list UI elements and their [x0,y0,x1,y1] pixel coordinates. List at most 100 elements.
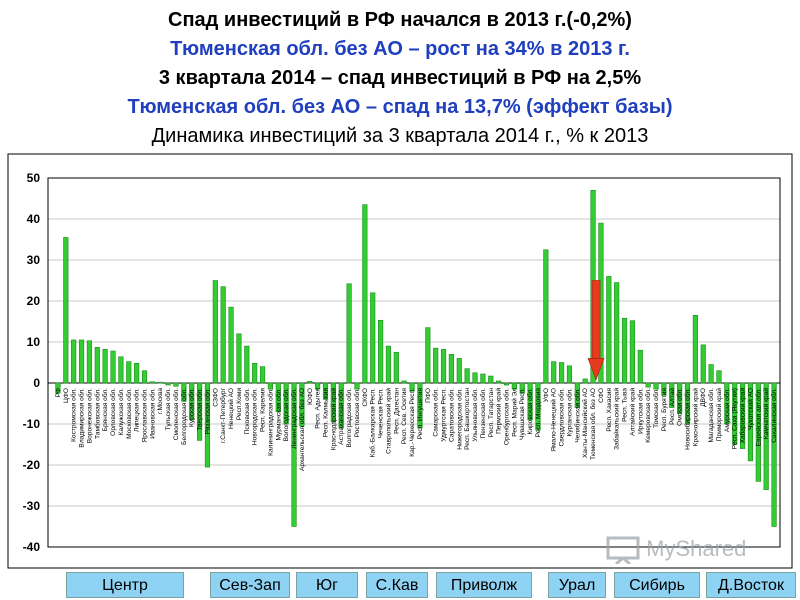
district-bar: Центр Сев-Зап Юг С.Кав Приволж Урал Сибирь Д.Во… [0,570,800,600]
category-label: Калужская обл. [117,388,125,436]
category-label: Костромская обл. [70,388,78,442]
category-label: Ростовская обл. [353,388,361,438]
category-label: Еврейская авт.обл. [754,388,762,446]
category-label: Томская обл. [652,388,660,428]
bar [472,372,478,384]
bar [417,382,423,429]
category-label: Ульяновская обл. [471,388,479,442]
arrow-shaft [591,280,601,359]
bar [149,381,155,384]
category-label: Чеченская Респ. [378,388,385,439]
district-label: Юг [296,572,358,598]
category-label: Респ. Дагестан [393,388,400,434]
title-line-2: Тюменская обл. без АО – рост на 34% в 20… [170,38,630,60]
category-label: Оренбургская обл. [503,388,511,445]
category-label: Смоленская обл. [172,388,180,440]
bar [204,382,211,468]
bar [354,382,360,390]
category-label: Респ. Татарстан [488,388,495,438]
bar [220,286,226,384]
bar [551,361,557,384]
category-label: Волгоградская обл. [345,388,353,448]
category-label: Ставропольский край [384,388,392,454]
bar [496,380,502,384]
category-label: ЮФО [307,388,314,405]
bar [110,350,116,384]
bar [252,363,258,384]
category-label: Мурманская обл. [274,388,282,441]
bar [157,381,163,384]
category-label: Каб.-Балкарская Респ. [369,388,377,458]
title-line-4: Тюменская обл. без АО – спад на 13,7% (э… [127,96,673,118]
bar [684,382,691,425]
bar [480,373,486,384]
y-tick-label: -40 [23,540,41,554]
bar [614,282,620,384]
category-label: Ямало-Ненецкий АО [550,388,558,452]
category-label: Кар.-Черкесская Респ. [409,388,416,457]
y-tick-label: 0 [33,376,40,390]
bar [267,382,273,390]
bar [102,349,108,384]
bar [677,382,683,415]
district-label: Урал [548,572,606,598]
bar [385,345,392,384]
bar [653,382,659,390]
bar [559,362,565,384]
category-label: Чукотский АО [746,388,754,430]
category-label: Орловская обл. [109,388,117,436]
category-label: Кировская обл. [526,388,534,435]
bar [315,382,321,390]
bar [71,339,77,384]
category-label: Респ. Сев. Осетия [401,388,408,444]
bar [645,382,651,388]
category-label: Респ. Хакасия [606,388,613,432]
bar [299,382,305,427]
bar [606,276,612,384]
category-label: Курганская обл. [565,388,573,437]
category-label: Новгородская обл. [251,388,259,445]
bar [669,382,675,408]
category-label: Респ. Карелия [260,388,267,432]
bar [212,280,218,384]
bar [244,345,250,384]
bar [724,382,730,425]
category-label: Нижегородская обл. [455,388,463,450]
bar [173,382,179,387]
category-label: Московская обл. [125,388,133,439]
bar [488,375,494,384]
category-label: Респ. Ингушетия [417,388,424,440]
category-label: Ивановская обл. [148,388,156,439]
category-label: Удмуртская Респ. [441,388,448,442]
category-label: Белгородская обл. [180,388,188,445]
bar [574,382,580,408]
bar [433,347,439,384]
bar [141,370,148,384]
bar [370,292,376,384]
y-tick-label: 20 [27,294,41,308]
category-label: Владимирская обл. [78,388,86,448]
bar [228,306,234,384]
category-label: Респ. Калмыкия [323,388,330,438]
bar [582,378,588,384]
category-label: Вологодская обл. [282,388,290,442]
category-label: УФО [543,388,550,402]
y-tick-label: -30 [23,499,41,513]
bar [236,333,242,384]
district-label: Приволж [436,572,532,598]
bar [448,354,454,384]
y-tick-label: 40 [27,212,41,226]
bar [763,382,769,490]
title-line-5: Динамика инвестиций за 3 квартала 2014 г… [151,125,649,147]
title-block: Спад инвестиций в РФ начался в 2013 г.(-… [0,0,800,152]
bar [322,382,329,400]
bar [755,382,761,482]
category-label: Приморский край [715,388,723,442]
category-label: ПФО [425,388,432,403]
bar [519,382,525,394]
category-label: Респ. Мордовия [535,388,542,438]
category-label: ДВФО [700,388,707,407]
bar [543,249,549,384]
bar [716,370,722,384]
bar [511,382,517,390]
